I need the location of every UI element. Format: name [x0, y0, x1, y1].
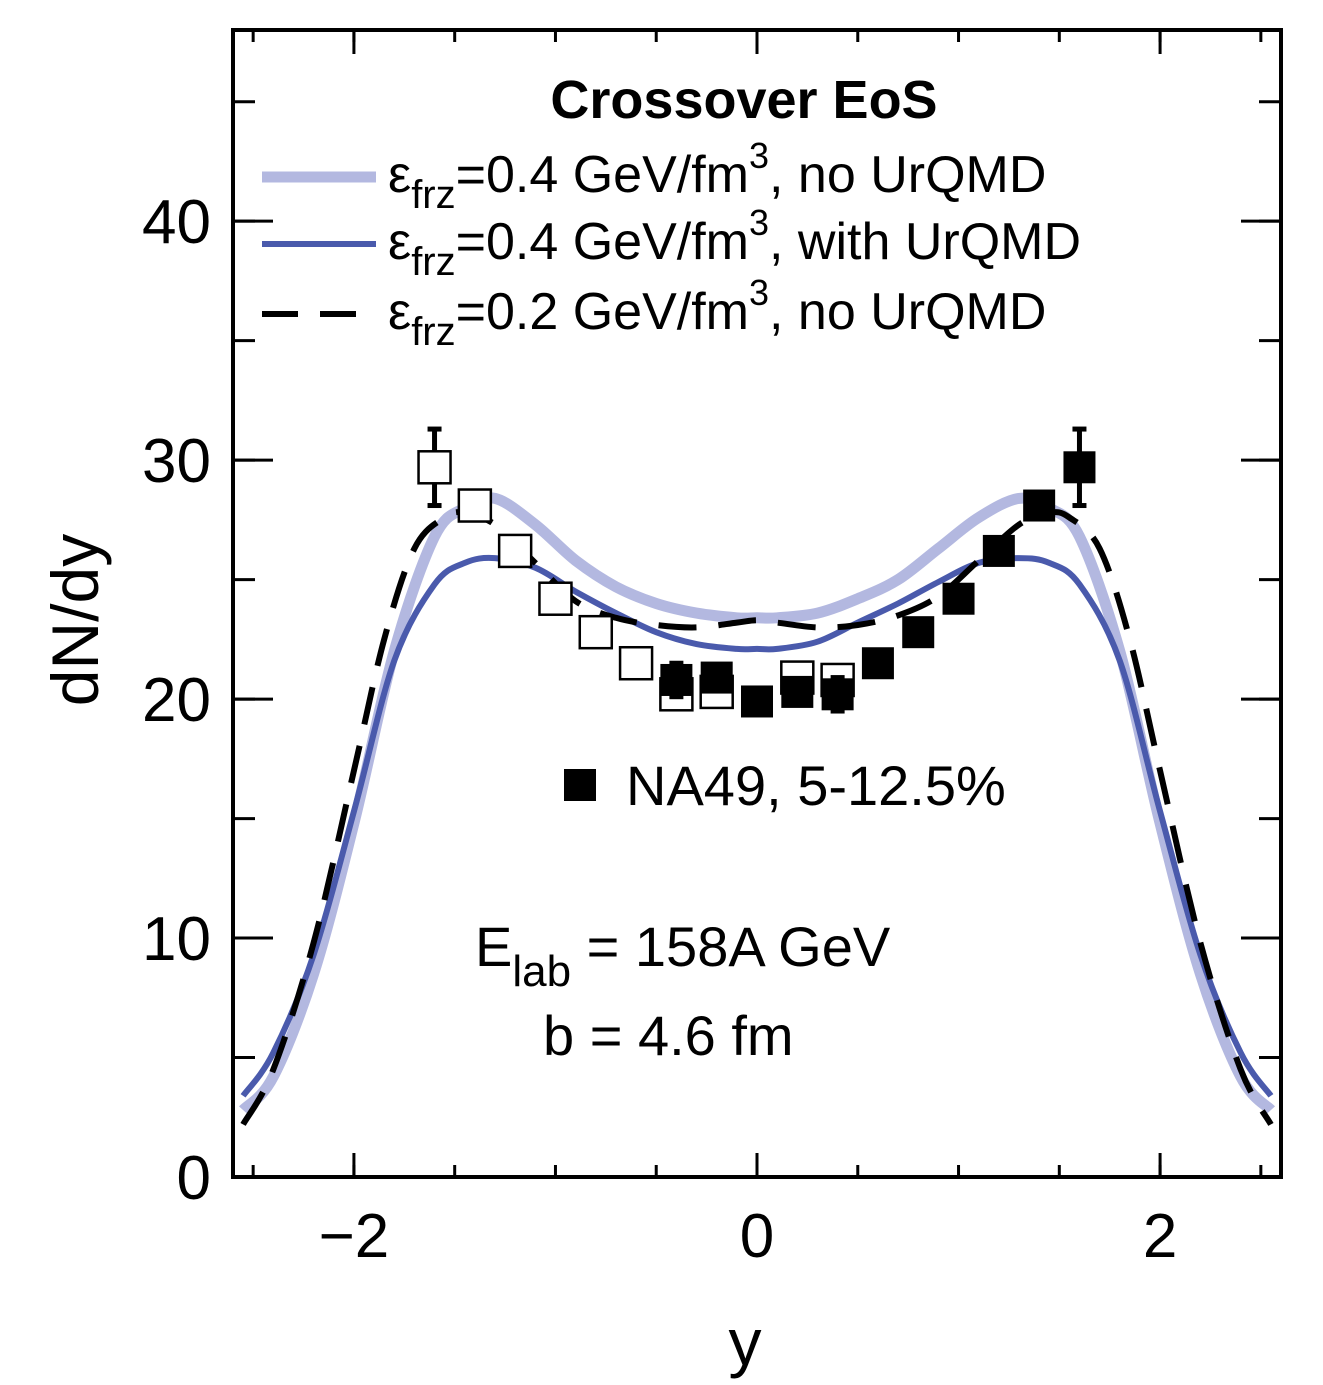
filled-square-point — [821, 678, 854, 711]
filled-square-point — [700, 661, 733, 694]
filled-square-point — [982, 534, 1015, 567]
filled-square-point — [660, 663, 693, 696]
open-square-point — [457, 488, 493, 523]
x-tick-label: −2 — [319, 1202, 390, 1271]
legend-label-na49: NA49, 5-12.5% — [626, 754, 1006, 817]
filled-square-point — [781, 675, 814, 708]
open-square-point — [618, 645, 654, 681]
open-square-point — [538, 581, 573, 616]
data-points — [417, 426, 1096, 718]
legend-label-0: εfrz=0.4 GeV/fm3, no UrQMD — [388, 135, 1046, 217]
filled-square-point — [1063, 451, 1096, 484]
filled-square-point — [1023, 489, 1056, 522]
open-square-point — [417, 450, 452, 485]
open-square-point — [578, 614, 614, 650]
filled-square-point — [942, 582, 975, 615]
x-tick-label: 0 — [740, 1202, 774, 1271]
energy-annotation: Elab = 158A GeV — [475, 915, 891, 996]
y-tick-label: 40 — [142, 188, 211, 257]
x-tick-label: 2 — [1143, 1202, 1177, 1271]
open-square-point — [497, 533, 533, 569]
y-tick-label: 0 — [177, 1144, 211, 1213]
y-tick-label: 20 — [142, 666, 211, 735]
filled-square-point — [861, 647, 894, 680]
legend-label-2: εfrz=0.2 GeV/fm3, no UrQMD — [388, 272, 1046, 354]
chart-title: Crossover EoS — [550, 70, 937, 130]
y-tick-label: 30 — [142, 427, 211, 496]
plot-border — [231, 28, 1283, 1179]
series-line-2 — [240, 509, 1274, 1126]
legend-label-1: εfrz=0.4 GeV/fm3, with UrQMD — [388, 202, 1081, 284]
y-axis-title: dN/dy — [38, 534, 112, 706]
filled-square-point — [741, 685, 773, 718]
y-tick-label: 10 — [142, 905, 211, 974]
x-axis-title: y — [729, 1305, 762, 1379]
plot-frame — [231, 28, 1283, 1179]
legend-marker-na49 — [564, 769, 596, 801]
impact-parameter-annotation: b = 4.6 fm — [543, 1004, 794, 1067]
series-lines — [239, 492, 1275, 1126]
filled-square-point — [902, 616, 935, 649]
legend: εfrz=0.4 GeV/fm3, no UrQMD εfrz=0.4 GeV/… — [262, 135, 1081, 817]
series-line-1 — [240, 554, 1274, 1098]
